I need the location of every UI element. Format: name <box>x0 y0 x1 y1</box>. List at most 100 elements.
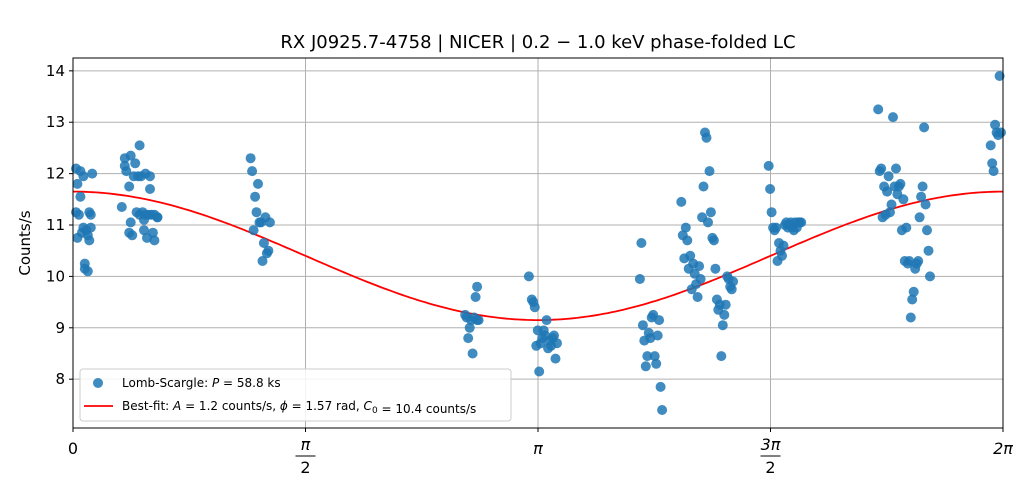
data-point <box>147 227 158 238</box>
data-point <box>264 217 275 228</box>
data-point <box>257 256 268 266</box>
data-point <box>75 191 86 202</box>
data-point <box>898 194 909 205</box>
data-point <box>263 245 274 256</box>
data-point <box>636 238 647 248</box>
legend-label-scatter: Lomb-Scargle: P = 58.8 ks <box>122 376 281 390</box>
x-tick-label: 3π2 <box>760 435 781 477</box>
data-point <box>139 225 149 236</box>
data-point <box>84 235 95 246</box>
data-point <box>145 184 155 194</box>
data-point <box>876 163 887 174</box>
data-point <box>771 222 782 233</box>
data-point <box>652 330 663 341</box>
data-point <box>258 238 269 248</box>
data-point <box>695 274 706 284</box>
data-point <box>996 127 1006 138</box>
svg-text:π: π <box>301 435 311 454</box>
data-point <box>882 186 893 197</box>
data-point <box>73 209 84 220</box>
data-point <box>703 217 713 228</box>
data-point <box>651 358 662 369</box>
data-point <box>728 276 739 287</box>
data-point <box>251 207 262 218</box>
x-tick-label: 2π <box>993 439 1013 458</box>
data-point <box>920 199 931 210</box>
y-tick-label: 13 <box>46 113 65 131</box>
x-tick-label: 0 <box>68 439 78 458</box>
data-point <box>919 122 930 133</box>
legend-label-fit: Best-fit: A = 1.2 counts/s, ϕ = 1.57 rad… <box>122 399 476 416</box>
data-point <box>85 209 96 220</box>
legend-box <box>79 368 512 422</box>
data-point <box>125 217 136 228</box>
data-point <box>642 351 653 362</box>
data-point <box>901 222 912 233</box>
data-point <box>705 207 716 218</box>
data-point <box>692 292 703 302</box>
data-point <box>472 281 483 292</box>
data-point <box>796 217 807 228</box>
data-point <box>134 140 145 151</box>
svg-text:2: 2 <box>300 458 310 477</box>
y-tick-label: 10 <box>46 267 65 285</box>
data-point <box>925 271 935 282</box>
y-tick-label: 14 <box>46 62 65 80</box>
data-point <box>78 171 89 182</box>
data-point <box>710 263 721 274</box>
scatter-points-group <box>71 71 1006 415</box>
data-point <box>883 171 894 182</box>
data-point <box>463 333 474 344</box>
data-point <box>990 119 1001 130</box>
data-point <box>716 351 727 362</box>
data-point <box>82 266 93 277</box>
y-tick-label: 12 <box>46 165 65 183</box>
data-point <box>657 405 668 415</box>
data-point <box>922 225 932 236</box>
data-point <box>637 320 648 331</box>
data-point <box>523 271 534 282</box>
data-point <box>149 235 160 246</box>
data-point <box>87 168 98 179</box>
y-tick-label: 11 <box>46 216 65 234</box>
data-point <box>253 178 263 189</box>
data-point <box>907 294 918 305</box>
data-point <box>717 320 728 331</box>
data-point <box>464 322 475 333</box>
data-point <box>916 191 927 202</box>
data-point <box>634 274 645 284</box>
data-point <box>640 361 651 372</box>
data-point <box>130 158 141 169</box>
data-point <box>988 166 999 177</box>
data-point <box>79 258 90 269</box>
data-point <box>152 212 163 223</box>
chart-title: RX J0925.7-4758 | NICER | 0.2 − 1.0 keV … <box>280 32 795 53</box>
data-point <box>765 184 776 194</box>
data-point <box>726 284 737 295</box>
data-point <box>654 315 665 326</box>
data-point <box>720 299 731 310</box>
data-point <box>649 351 660 362</box>
data-point <box>541 315 552 326</box>
data-point <box>680 222 691 233</box>
data-point <box>917 181 928 192</box>
data-point <box>891 163 901 174</box>
data-point <box>245 153 256 164</box>
legend: Lomb-Scargle: P = 58.8 ks Best-fit: A = 1… <box>79 368 512 422</box>
data-point <box>704 166 715 177</box>
data-point <box>895 178 906 189</box>
data-point <box>470 292 481 302</box>
data-point <box>685 250 696 261</box>
data-point <box>694 261 705 272</box>
data-point <box>885 207 895 218</box>
data-point <box>905 312 916 323</box>
svg-text:3π: 3π <box>761 435 781 454</box>
data-point <box>473 315 484 326</box>
data-point <box>987 158 998 169</box>
data-point <box>766 207 777 218</box>
y-axis-ticks: 8 9 10 11 12 13 14 <box>46 62 73 388</box>
data-point <box>778 240 789 251</box>
best-fit-curve <box>73 190 1003 321</box>
x-tick-label: π2 <box>295 435 316 477</box>
data-point <box>550 353 561 364</box>
